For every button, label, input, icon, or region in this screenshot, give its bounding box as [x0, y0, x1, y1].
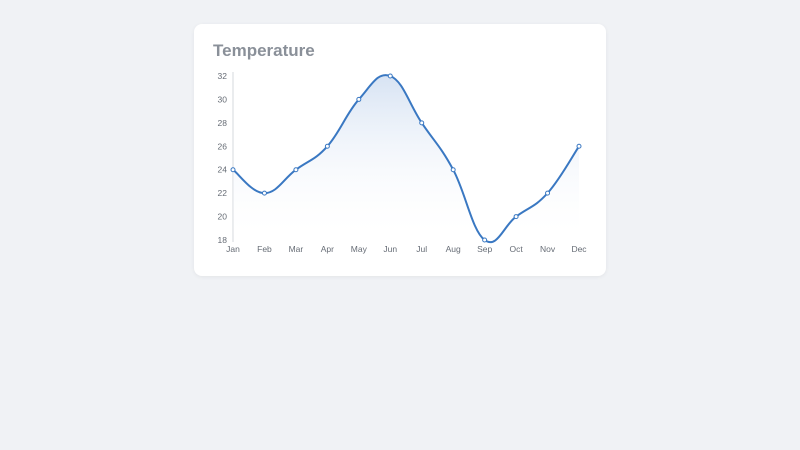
x-tick-label: Jun [383, 244, 397, 254]
y-tick-label: 18 [218, 235, 228, 245]
x-tick-label: May [351, 244, 368, 254]
data-point[interactable] [545, 190, 551, 196]
data-point[interactable] [261, 190, 267, 196]
y-tick-label: 30 [218, 94, 228, 104]
series-temperature [232, 74, 580, 244]
chart-title: Temperature [213, 41, 315, 60]
data-point[interactable] [450, 167, 456, 173]
data-point[interactable] [482, 237, 488, 243]
temperature-chart: 18 20 22 24 26 28 30 32 Jan Feb Mar Apr May Jun Jul Au… [218, 71, 588, 254]
x-tick-label: Nov [540, 244, 556, 254]
x-axis: Jan Feb Mar Apr May Jun Jul Aug Sep Oct Nov Dec [226, 244, 587, 254]
y-tick-label: 32 [218, 71, 228, 81]
x-tick-label: Apr [321, 244, 334, 254]
x-tick-label: Aug [446, 244, 461, 254]
data-point[interactable] [387, 73, 393, 79]
data-point[interactable] [356, 96, 362, 102]
y-tick-label: 26 [218, 141, 228, 151]
x-tick-label: Dec [571, 244, 587, 254]
data-point[interactable] [513, 214, 519, 220]
x-tick-label: Jan [226, 244, 240, 254]
data-points [230, 73, 582, 243]
y-tick-label: 24 [218, 165, 228, 175]
x-tick-label: Jul [416, 244, 427, 254]
series-line [232, 74, 580, 244]
x-tick-label: Feb [257, 244, 272, 254]
x-tick-label: Mar [289, 244, 304, 254]
y-tick-label: 20 [218, 212, 228, 222]
data-point[interactable] [419, 120, 425, 126]
data-point[interactable] [324, 143, 330, 149]
data-point[interactable] [293, 167, 299, 173]
y-tick-label: 28 [218, 118, 228, 128]
area-fill [233, 75, 579, 243]
chart-card: Temperature 18 20 22 24 26 28 30 32 Jan Feb Mar Ap… [194, 24, 606, 276]
data-point[interactable] [576, 143, 582, 149]
y-axis: 18 20 22 24 26 28 30 32 [218, 71, 234, 245]
x-tick-label: Oct [509, 244, 523, 254]
x-tick-label: Sep [477, 244, 492, 254]
data-point[interactable] [230, 167, 236, 173]
y-tick-label: 22 [218, 188, 228, 198]
